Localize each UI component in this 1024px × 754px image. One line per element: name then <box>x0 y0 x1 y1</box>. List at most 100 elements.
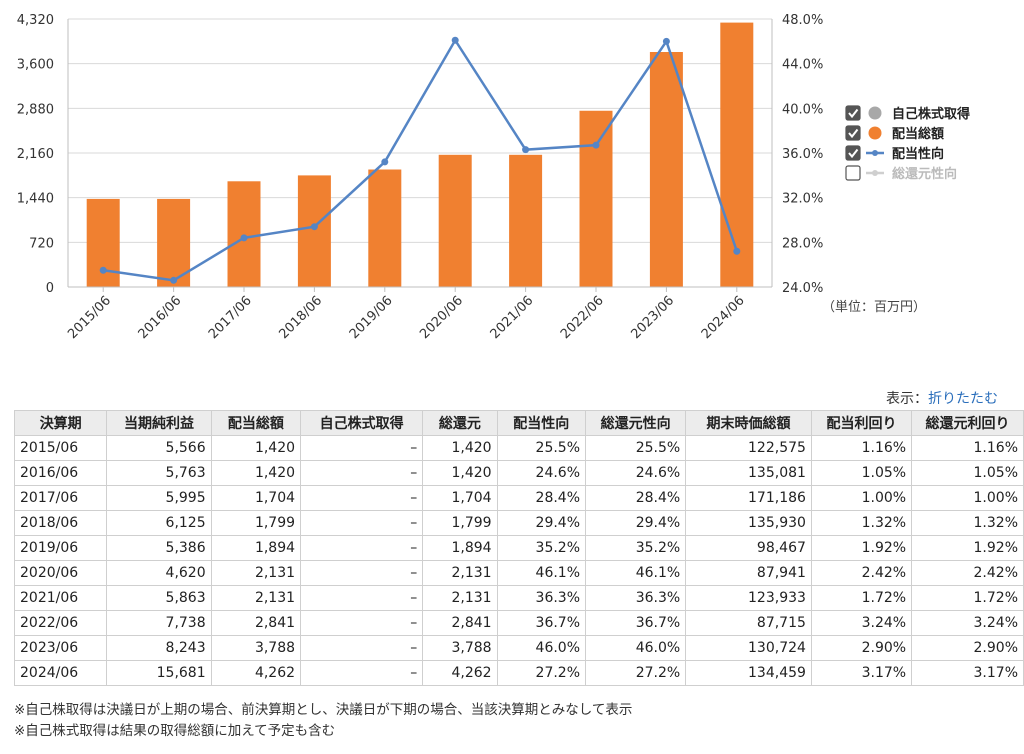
line-point <box>240 234 248 242</box>
line-point <box>592 141 600 149</box>
line-point <box>662 37 670 45</box>
right-tick-label: 36.0% <box>782 147 823 162</box>
table-cell: 2,841 <box>210 610 302 636</box>
table-cell: 135,081 <box>685 460 812 486</box>
table-cell: 3,788 <box>210 635 302 661</box>
table-row: 2022/06 7,738 2,841–2,841 36.7% 36.7% 87,715 3… <box>13 610 1024 636</box>
dividend-table: 決算期 当期純利益 配当総額 自己株式取得 総還元 配当性向 総還元性向 期末時価総額 配当利回… <box>13 410 1024 686</box>
table-cell: 98,467 <box>685 535 812 561</box>
legend-label: 総還元性向 <box>892 166 957 182</box>
x-tick-label: 2020/06 <box>417 293 466 342</box>
left-tick-label: 1,440 <box>17 192 54 207</box>
table-cell: 1.32% <box>911 510 1024 536</box>
table-cell: 29.4% <box>496 510 587 536</box>
column-header: 総還元 <box>422 410 498 436</box>
table-cell: 2022/06 <box>13 610 108 636</box>
payout-ratio-line <box>99 36 741 284</box>
line-point <box>170 276 178 284</box>
table-cell: 5,386 <box>106 535 212 561</box>
table-cell: 171,186 <box>685 485 812 511</box>
table-cell: – <box>300 510 424 536</box>
collapse-link[interactable]: 折りたたむ <box>928 391 998 407</box>
table-cell: 2,131 <box>422 585 498 611</box>
legend-item[interactable]: 配当総額 <box>845 125 944 142</box>
right-tick-label: 44.0% <box>782 58 823 73</box>
left-tick-label: 3,600 <box>17 58 54 73</box>
x-tick-label: 2017/06 <box>206 293 255 342</box>
table-cell: 1,420 <box>210 435 302 461</box>
legend-item[interactable]: 総還元性向 <box>845 165 957 182</box>
table-cell: 1,799 <box>210 510 302 536</box>
dividend-chart: 0 720 1,440 2,160 2,880 3,600 4,320 24.0% 28.0% 3… <box>17 13 970 342</box>
table-cell: 1.72% <box>810 585 913 611</box>
column-header: 当期純利益 <box>106 410 212 436</box>
table-cell: 2.42% <box>911 560 1024 586</box>
column-header: 期末時価総額 <box>685 410 812 436</box>
legend-checkbox <box>845 165 861 181</box>
table-cell: 1.05% <box>911 460 1024 486</box>
legend-item[interactable]: 配当性向 <box>845 145 944 162</box>
table-cell: 1.00% <box>810 485 913 511</box>
right-tick-label: 28.0% <box>782 236 823 251</box>
legend-checkbox <box>845 145 861 161</box>
table-cell: 1.00% <box>911 485 1024 511</box>
table-cell: 24.6% <box>585 460 687 486</box>
legend-marker-icon <box>872 170 878 176</box>
table-cell: 3.24% <box>810 610 913 636</box>
table-cell: 3.24% <box>911 610 1024 636</box>
column-header: 配当総額 <box>210 410 302 436</box>
checkmark-icon <box>848 108 859 119</box>
column-header: 自己株式取得 <box>300 410 424 436</box>
table-row: 2018/06 6,125 1,799–1,799 29.4% 29.4% 135,930… <box>13 510 1024 536</box>
table-cell: 35.2% <box>496 535 587 561</box>
table-cell: 6,125 <box>106 510 212 536</box>
table-cell: – <box>300 485 424 511</box>
payout-ratio-series-line <box>103 37 738 282</box>
table-row: 2017/06 5,995 1,704–1,704 28.4% 28.4% 171,186… <box>13 485 1024 511</box>
table-cell: 123,933 <box>685 585 812 611</box>
bar <box>86 198 120 287</box>
table-cell: 135,930 <box>685 510 812 536</box>
x-tick-label: 2022/06 <box>558 293 607 342</box>
table-cell: 1,894 <box>422 535 498 561</box>
table-cell: 5,995 <box>106 485 212 511</box>
legend-checkbox <box>845 125 861 141</box>
x-tick-label: 2023/06 <box>628 293 677 342</box>
table-cell: 36.3% <box>585 585 687 611</box>
line-point <box>310 223 318 231</box>
table-cell: 1.92% <box>810 535 913 561</box>
table-cell: – <box>300 635 424 661</box>
column-header: 総還元性向 <box>585 410 687 436</box>
table-cell: 25.5% <box>585 435 687 461</box>
x-tick-label: 2021/06 <box>488 293 537 342</box>
table-cell: 5,566 <box>106 435 212 461</box>
table-cell: 2023/06 <box>13 635 108 661</box>
table-cell: 2.90% <box>911 635 1024 661</box>
table-row: 2020/06 4,620 2,131–2,131 46.1% 46.1% 87,941 2… <box>13 560 1024 586</box>
table-cell: 7,738 <box>106 610 212 636</box>
table-cell: 1.92% <box>911 535 1024 561</box>
table-cell: 2019/06 <box>13 535 108 561</box>
table-row: 2023/06 8,243 3,788–3,788 46.0% 46.0% 130,724… <box>13 635 1024 661</box>
table-cell: 1,894 <box>210 535 302 561</box>
bar <box>720 22 754 288</box>
table-cell: 1.72% <box>911 585 1024 611</box>
table-row: 2016/06 5,763 1,420–1,420 24.6% 24.6% 135,081… <box>13 460 1024 486</box>
x-tick-label: 2018/06 <box>276 293 325 342</box>
table-cell: 3.17% <box>911 660 1024 686</box>
x-tick-label: 2019/06 <box>347 293 396 342</box>
legend-item[interactable]: 自己株式取得 <box>845 105 970 122</box>
table-cell: – <box>300 660 424 686</box>
bar <box>368 169 402 287</box>
table-cell: – <box>300 585 424 611</box>
legend-checkbox <box>845 105 861 121</box>
left-tick-label: 2,880 <box>17 102 54 117</box>
line-point <box>522 146 530 154</box>
table-cell: 25.5% <box>496 435 587 461</box>
bar <box>509 154 543 287</box>
legend-marker-icon <box>872 150 878 156</box>
checkmark-icon <box>848 128 859 139</box>
table-cell: 1,420 <box>210 460 302 486</box>
right-tick-label: 40.0% <box>782 102 823 117</box>
